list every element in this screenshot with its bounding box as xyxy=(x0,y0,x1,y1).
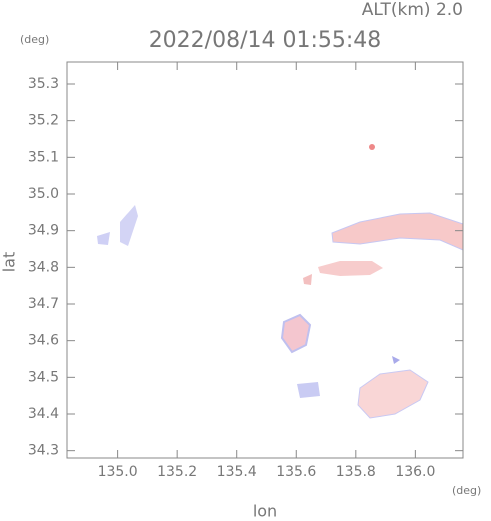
echo xyxy=(392,356,400,364)
x-axis-label: lon xyxy=(253,502,277,521)
y-tick-label: 34.3 xyxy=(28,443,59,459)
y-tick-label: 35.2 xyxy=(28,113,59,129)
plot-frame xyxy=(66,61,464,459)
y-tick-label: 34.5 xyxy=(28,369,59,385)
x-tick-label: 135.8 xyxy=(336,464,376,480)
x-tick-label: 135.0 xyxy=(98,464,138,480)
x-tick-label: 135.6 xyxy=(276,464,316,480)
y-tick-label: 35.3 xyxy=(28,76,59,92)
altitude-label: ALT(km) 2.0 xyxy=(362,0,463,20)
y-tick-label: 34.4 xyxy=(28,406,59,422)
y-tick-label: 35.0 xyxy=(28,186,59,202)
y-unit: (deg) xyxy=(20,33,49,46)
x-tick-label: 135.4 xyxy=(217,464,257,480)
x-tick-label: 136.0 xyxy=(395,464,435,480)
echo xyxy=(369,144,375,150)
y-axis-label: lat xyxy=(0,252,19,273)
y-tick-label: 34.6 xyxy=(28,333,59,349)
echo xyxy=(318,261,383,276)
x-tick-label: 135.2 xyxy=(157,464,197,480)
echo xyxy=(303,274,312,285)
echo xyxy=(120,205,138,246)
chart-title: 2022/08/14 01:55:48 xyxy=(149,28,382,53)
y-tick-label: 34.8 xyxy=(28,259,59,275)
echo-areas xyxy=(97,144,464,419)
echo xyxy=(331,212,464,251)
y-tick-label: 35.1 xyxy=(28,149,59,165)
echo xyxy=(280,313,312,354)
y-tick-label: 34.9 xyxy=(28,223,59,239)
echo xyxy=(97,232,110,245)
echo xyxy=(357,369,429,419)
y-tick-label: 34.7 xyxy=(28,296,59,312)
x-unit: (deg) xyxy=(452,484,481,497)
echo xyxy=(297,382,320,398)
